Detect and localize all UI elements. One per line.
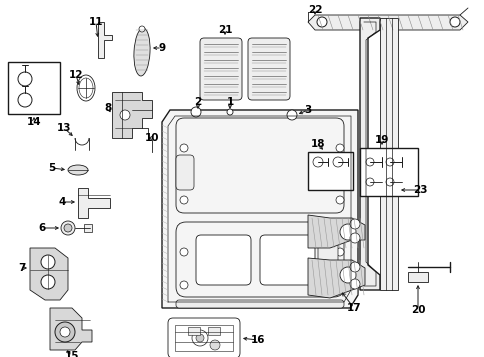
- Circle shape: [365, 158, 373, 166]
- Circle shape: [64, 224, 72, 232]
- Circle shape: [335, 281, 343, 289]
- Circle shape: [349, 233, 359, 243]
- Circle shape: [139, 26, 145, 32]
- Circle shape: [385, 158, 393, 166]
- Circle shape: [196, 334, 204, 342]
- Circle shape: [333, 157, 342, 167]
- Circle shape: [335, 196, 343, 204]
- Circle shape: [312, 157, 322, 167]
- Text: 14: 14: [27, 117, 41, 127]
- Ellipse shape: [61, 221, 75, 235]
- Polygon shape: [30, 248, 68, 300]
- Ellipse shape: [68, 165, 88, 175]
- Circle shape: [55, 322, 75, 342]
- Circle shape: [339, 224, 355, 240]
- Bar: [188, 327, 199, 335]
- FancyBboxPatch shape: [259, 235, 314, 285]
- Text: 23: 23: [412, 185, 426, 195]
- Text: 12: 12: [69, 70, 83, 80]
- Polygon shape: [78, 188, 110, 218]
- Polygon shape: [50, 308, 92, 350]
- Text: 2: 2: [194, 97, 201, 107]
- Circle shape: [317, 17, 326, 27]
- Text: 1: 1: [226, 97, 233, 107]
- Text: 3: 3: [304, 105, 311, 115]
- Bar: [208, 327, 220, 335]
- Polygon shape: [307, 258, 364, 298]
- Circle shape: [227, 109, 232, 115]
- Bar: [379, 18, 397, 290]
- Text: 20: 20: [410, 305, 424, 315]
- Bar: [307, 152, 352, 190]
- Circle shape: [385, 178, 393, 186]
- FancyBboxPatch shape: [176, 222, 343, 297]
- FancyBboxPatch shape: [176, 155, 194, 190]
- Circle shape: [192, 330, 208, 346]
- Circle shape: [191, 107, 200, 117]
- Text: 7: 7: [18, 263, 26, 273]
- Circle shape: [180, 196, 188, 204]
- Text: 6: 6: [38, 223, 45, 233]
- Bar: [175, 325, 232, 351]
- Polygon shape: [98, 22, 112, 58]
- FancyBboxPatch shape: [318, 155, 335, 190]
- Circle shape: [349, 279, 359, 289]
- Text: 13: 13: [57, 123, 71, 133]
- Text: 9: 9: [158, 43, 165, 53]
- Circle shape: [335, 144, 343, 152]
- Text: 16: 16: [250, 335, 265, 345]
- Text: 19: 19: [374, 135, 388, 145]
- FancyBboxPatch shape: [247, 38, 289, 100]
- Circle shape: [339, 267, 355, 283]
- FancyBboxPatch shape: [199, 38, 242, 100]
- FancyBboxPatch shape: [196, 235, 251, 285]
- Polygon shape: [359, 18, 379, 290]
- Circle shape: [335, 248, 343, 256]
- FancyBboxPatch shape: [176, 118, 343, 213]
- Circle shape: [349, 262, 359, 272]
- Circle shape: [365, 178, 373, 186]
- Ellipse shape: [77, 75, 95, 101]
- FancyBboxPatch shape: [176, 300, 343, 308]
- FancyBboxPatch shape: [167, 318, 240, 357]
- Text: 8: 8: [104, 103, 111, 113]
- Circle shape: [60, 327, 70, 337]
- Polygon shape: [162, 110, 357, 308]
- Circle shape: [41, 275, 55, 289]
- Text: 15: 15: [65, 351, 79, 357]
- Bar: [84, 224, 92, 232]
- Bar: [407, 272, 427, 282]
- Text: 18: 18: [310, 139, 325, 149]
- Polygon shape: [307, 215, 364, 248]
- Circle shape: [349, 219, 359, 229]
- Text: 17: 17: [346, 303, 361, 313]
- Circle shape: [120, 110, 130, 120]
- Text: 4: 4: [58, 197, 65, 207]
- Text: 22: 22: [307, 5, 321, 15]
- Text: 5: 5: [48, 163, 56, 173]
- Circle shape: [180, 144, 188, 152]
- Text: 11: 11: [89, 17, 103, 27]
- Circle shape: [210, 340, 220, 350]
- Circle shape: [287, 110, 296, 120]
- Circle shape: [180, 281, 188, 289]
- Text: 10: 10: [144, 133, 159, 143]
- Bar: [359, 148, 417, 196]
- Bar: [8, 62, 60, 114]
- Polygon shape: [112, 92, 151, 138]
- Ellipse shape: [134, 28, 150, 76]
- Circle shape: [449, 17, 459, 27]
- FancyBboxPatch shape: [318, 225, 337, 265]
- Polygon shape: [307, 15, 467, 30]
- Circle shape: [41, 255, 55, 269]
- Circle shape: [180, 248, 188, 256]
- Text: 21: 21: [217, 25, 232, 35]
